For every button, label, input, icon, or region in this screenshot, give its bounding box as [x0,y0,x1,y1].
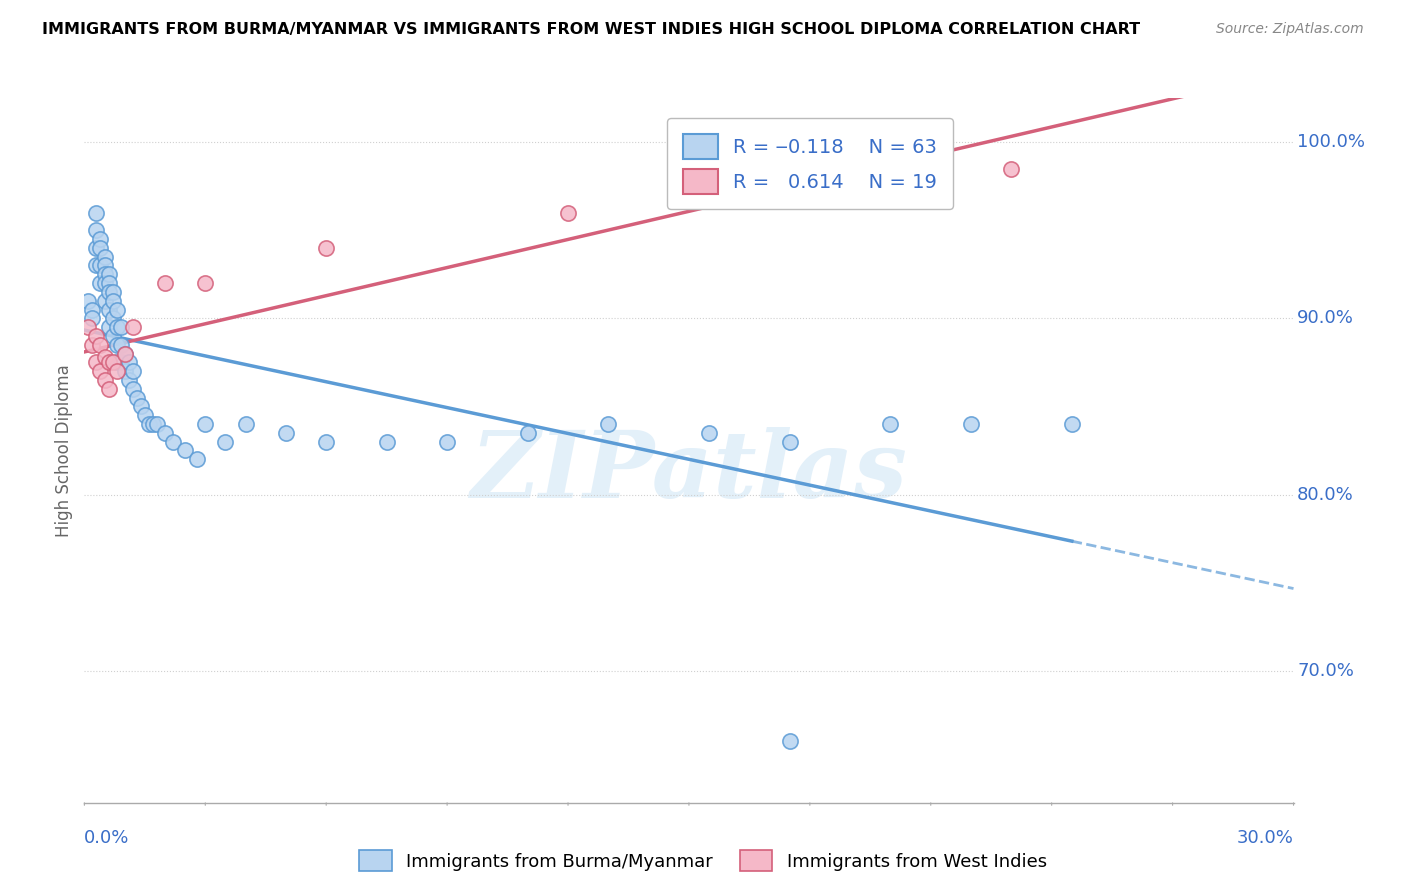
Point [97,276,120,290]
Text: 90.0%: 90.0% [1298,310,1354,327]
Point [315,434,337,449]
Point [134,409,156,423]
Point [93,267,115,281]
Text: Source: ZipAtlas.com: Source: ZipAtlas.com [1216,22,1364,37]
Point [89,364,111,378]
Text: 0.0%: 0.0% [84,830,129,847]
Point [960,417,983,431]
Point [125,391,148,405]
Point [153,425,176,440]
Point [142,417,165,431]
Point [93,293,115,308]
Text: 100.0%: 100.0% [1298,133,1365,151]
Y-axis label: High School Diploma: High School Diploma [55,364,73,537]
Point [1060,417,1083,431]
Point [77,293,100,308]
Point [174,443,197,458]
Point [86,329,108,343]
Point [186,452,208,467]
Point [516,425,538,440]
Point [89,276,111,290]
Point [121,382,143,396]
Point [89,232,111,246]
Text: 80.0%: 80.0% [1298,485,1354,503]
Point [114,364,136,378]
Point [105,364,128,378]
Point [77,320,100,334]
Point [118,355,141,369]
Point [86,205,108,219]
Point [162,434,184,449]
Point [879,417,901,431]
Text: ZIPatlas: ZIPatlas [471,426,907,516]
Point [194,417,217,431]
Point [97,267,120,281]
Point [93,250,115,264]
Point [114,346,136,360]
Text: IMMIGRANTS FROM BURMA/MYANMAR VS IMMIGRANTS FROM WEST INDIES HIGH SCHOOL DIPLOMA: IMMIGRANTS FROM BURMA/MYANMAR VS IMMIGRA… [42,22,1140,37]
Point [1000,161,1022,176]
Point [779,434,801,449]
Point [121,364,143,378]
Point [93,350,115,364]
Point [89,337,111,351]
Point [86,223,108,237]
Point [101,329,124,343]
Point [436,434,458,449]
Point [82,311,104,326]
Point [153,276,176,290]
Point [274,425,297,440]
Text: 70.0%: 70.0% [1298,662,1354,680]
Point [105,320,128,334]
Point [105,302,128,317]
Point [93,259,115,273]
Point [86,259,108,273]
Point [118,373,141,387]
Point [121,320,143,334]
Point [110,355,132,369]
Point [82,302,104,317]
Point [146,417,169,431]
Point [89,241,111,255]
Point [214,434,236,449]
Point [598,417,620,431]
Point [375,434,398,449]
Legend: R = ‒0.118    N = 63, R =   0.614    N = 19: R = ‒0.118 N = 63, R = 0.614 N = 19 [666,119,953,210]
Point [86,241,108,255]
Point [89,259,111,273]
Point [86,355,108,369]
Point [114,346,136,360]
Point [101,355,124,369]
Point [105,337,128,351]
Point [235,417,257,431]
Point [97,285,120,299]
Point [97,355,120,369]
Text: 30.0%: 30.0% [1237,830,1294,847]
Point [557,205,579,219]
Point [101,285,124,299]
Point [97,320,120,334]
Point [97,302,120,317]
Point [697,425,720,440]
Point [779,734,801,748]
Point [93,373,115,387]
Point [101,311,124,326]
Point [105,355,128,369]
Point [129,400,152,414]
Point [194,276,217,290]
Point [110,320,132,334]
Point [97,382,120,396]
Point [138,417,160,431]
Point [93,276,115,290]
Point [82,337,104,351]
Point [110,337,132,351]
Point [315,241,337,255]
Legend: Immigrants from Burma/Myanmar, Immigrants from West Indies: Immigrants from Burma/Myanmar, Immigrant… [352,843,1054,879]
Point [101,293,124,308]
